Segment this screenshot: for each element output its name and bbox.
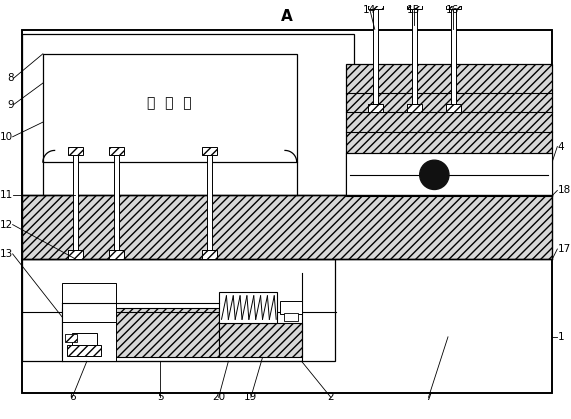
Text: 11: 11 xyxy=(0,190,13,200)
Bar xyxy=(67,345,102,357)
Text: 7: 7 xyxy=(425,392,432,402)
Bar xyxy=(62,283,116,322)
Text: 4: 4 xyxy=(557,142,564,152)
Bar xyxy=(202,147,216,155)
Text: 13: 13 xyxy=(0,249,13,259)
Text: 1: 1 xyxy=(557,332,564,342)
Bar xyxy=(202,250,216,259)
Bar xyxy=(446,0,461,9)
Bar xyxy=(368,0,383,9)
Bar xyxy=(65,334,77,342)
Bar xyxy=(43,54,297,162)
Text: 2: 2 xyxy=(328,392,334,402)
Bar xyxy=(22,30,552,393)
Bar xyxy=(219,292,277,323)
Text: 10: 10 xyxy=(0,132,13,142)
Bar xyxy=(22,34,354,197)
Text: 20: 20 xyxy=(212,392,225,402)
Bar xyxy=(345,153,552,197)
Bar xyxy=(114,155,119,259)
Text: 15: 15 xyxy=(407,5,420,15)
Circle shape xyxy=(420,160,449,189)
Bar xyxy=(72,333,96,345)
Bar xyxy=(22,30,552,393)
Bar xyxy=(69,250,83,259)
Bar xyxy=(407,103,421,112)
Bar xyxy=(407,0,421,9)
Bar xyxy=(280,301,301,314)
Bar xyxy=(412,9,417,112)
Bar xyxy=(22,195,552,259)
Bar xyxy=(368,103,383,112)
Bar xyxy=(62,308,219,357)
Text: 8: 8 xyxy=(7,73,14,83)
Text: 12: 12 xyxy=(0,220,13,230)
Bar xyxy=(219,323,301,357)
Bar xyxy=(62,322,116,361)
Bar xyxy=(284,313,297,321)
Text: 18: 18 xyxy=(557,186,570,195)
Bar xyxy=(451,9,456,112)
Text: 5: 5 xyxy=(156,392,163,402)
Text: 19: 19 xyxy=(244,392,258,402)
Text: 17: 17 xyxy=(557,244,570,254)
Text: 16: 16 xyxy=(447,5,460,15)
Bar xyxy=(446,103,461,112)
Text: 9: 9 xyxy=(7,100,14,109)
Bar xyxy=(109,147,124,155)
Bar xyxy=(69,147,83,155)
Bar xyxy=(73,155,78,259)
Bar xyxy=(109,250,124,259)
Text: 6: 6 xyxy=(69,392,75,402)
Text: A: A xyxy=(281,9,293,24)
Bar xyxy=(373,9,377,112)
Bar xyxy=(345,64,552,197)
Bar xyxy=(207,155,212,259)
Text: 14: 14 xyxy=(363,5,376,15)
Text: 连  接  管: 连 接 管 xyxy=(147,96,192,110)
Bar xyxy=(22,259,335,361)
